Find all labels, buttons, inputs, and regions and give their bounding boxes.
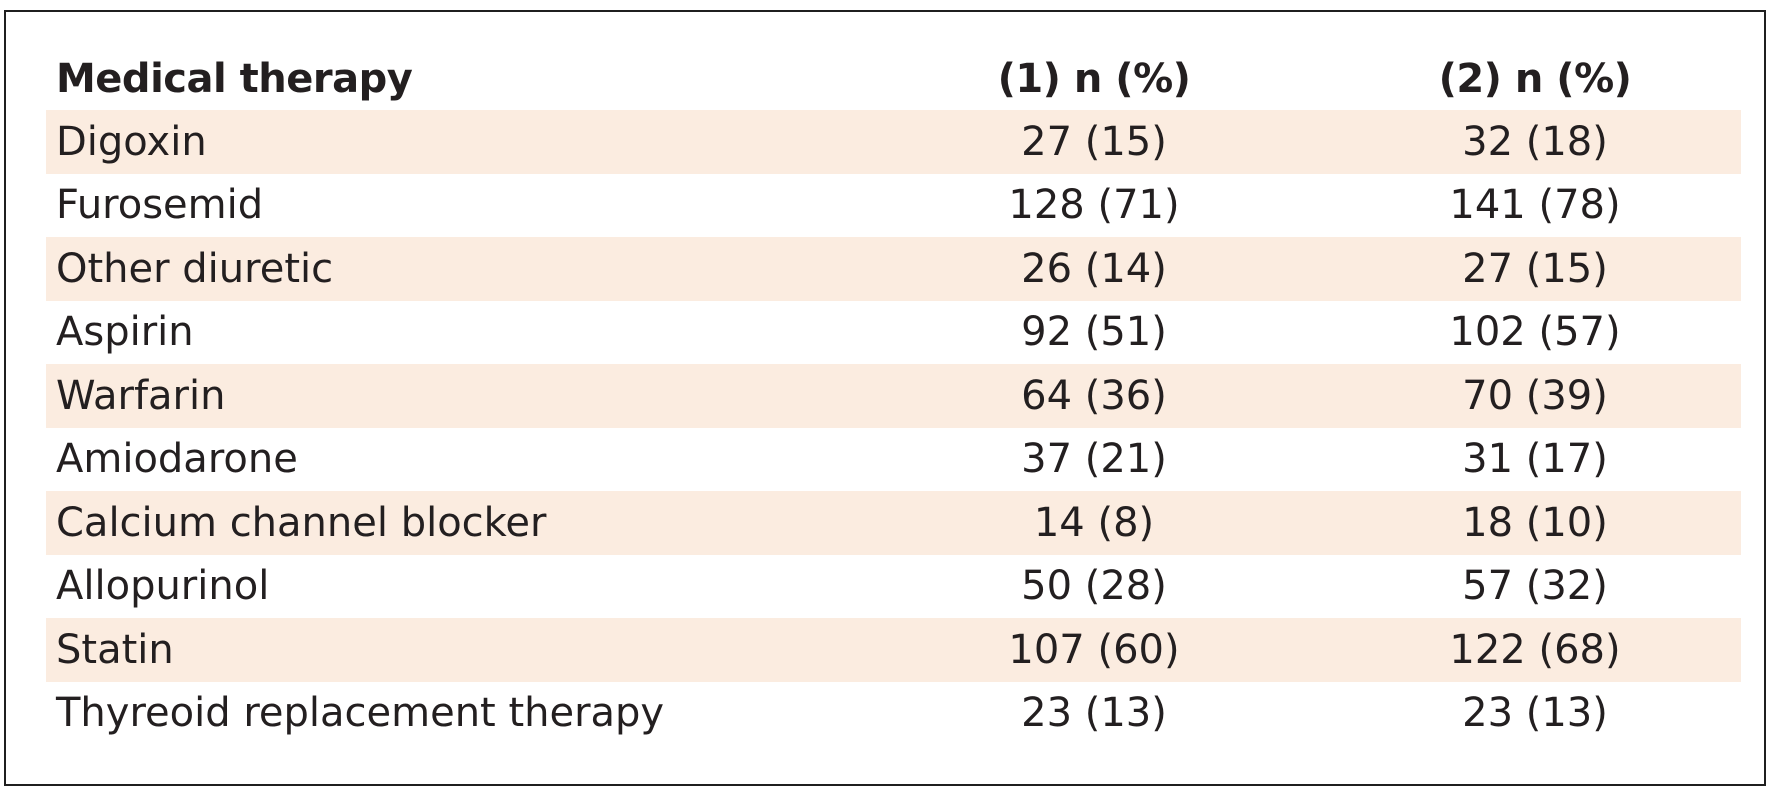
table-row: Other diuretic 26 (14) 27 (15) — [46, 237, 1741, 301]
therapy-name: Furosemid — [56, 185, 263, 225]
group-2-value: 27 (15) — [1405, 249, 1665, 289]
therapy-name: Calcium channel blocker — [56, 503, 546, 543]
group-1-value: 14 (8) — [964, 503, 1224, 543]
therapy-name: Statin — [56, 630, 174, 670]
group-2-value: 18 (10) — [1405, 503, 1665, 543]
table-row: Warfarin 64 (36) 70 (39) — [46, 364, 1741, 428]
therapy-name: Thyreoid replacement therapy — [56, 693, 664, 733]
group-1-value: 23 (13) — [964, 693, 1224, 733]
group-1-value: 26 (14) — [964, 249, 1224, 289]
group-2-value: 102 (57) — [1405, 312, 1665, 352]
group-1-value: 92 (51) — [964, 312, 1224, 352]
table-row: Amiodarone 37 (21) 31 (17) — [46, 428, 1741, 492]
therapy-name: Aspirin — [56, 312, 194, 352]
table-row: Digoxin 27 (15) 32 (18) — [46, 110, 1741, 174]
group-2-value: 32 (18) — [1405, 122, 1665, 162]
group-2-value: 70 (39) — [1405, 376, 1665, 416]
group-1-value: 107 (60) — [964, 630, 1224, 670]
therapy-name: Digoxin — [56, 122, 207, 162]
therapy-name: Allopurinol — [56, 566, 269, 606]
table-row: Thyreoid replacement therapy 23 (13) 23 … — [46, 682, 1741, 746]
group-1-value: 37 (21) — [964, 439, 1224, 479]
table-row: Allopurinol 50 (28) 57 (32) — [46, 555, 1741, 619]
group-2-value: 122 (68) — [1405, 630, 1665, 670]
group-2-value: 141 (78) — [1405, 185, 1665, 225]
header-medical-therapy: Medical therapy — [56, 59, 412, 99]
table-row: Aspirin 92 (51) 102 (57) — [46, 301, 1741, 365]
header-group-1: (1) n (%) — [964, 59, 1224, 99]
group-1-value: 50 (28) — [964, 566, 1224, 606]
therapy-name: Warfarin — [56, 376, 225, 416]
table-frame: Medical therapy (1) n (%) (2) n (%) Digo… — [4, 10, 1766, 786]
medical-therapy-table: Medical therapy (1) n (%) (2) n (%) Digo… — [46, 47, 1741, 745]
group-2-value: 23 (13) — [1405, 693, 1665, 733]
therapy-name: Amiodarone — [56, 439, 298, 479]
header-group-2: (2) n (%) — [1405, 59, 1665, 99]
group-2-value: 31 (17) — [1405, 439, 1665, 479]
group-1-value: 27 (15) — [964, 122, 1224, 162]
group-1-value: 128 (71) — [964, 185, 1224, 225]
table-row: Statin 107 (60) 122 (68) — [46, 618, 1741, 682]
group-2-value: 57 (32) — [1405, 566, 1665, 606]
therapy-name: Other diuretic — [56, 249, 333, 289]
group-1-value: 64 (36) — [964, 376, 1224, 416]
table-row: Furosemid 128 (71) 141 (78) — [46, 174, 1741, 238]
table-header-row: Medical therapy (1) n (%) (2) n (%) — [46, 47, 1741, 110]
table-row: Calcium channel blocker 14 (8) 18 (10) — [46, 491, 1741, 555]
